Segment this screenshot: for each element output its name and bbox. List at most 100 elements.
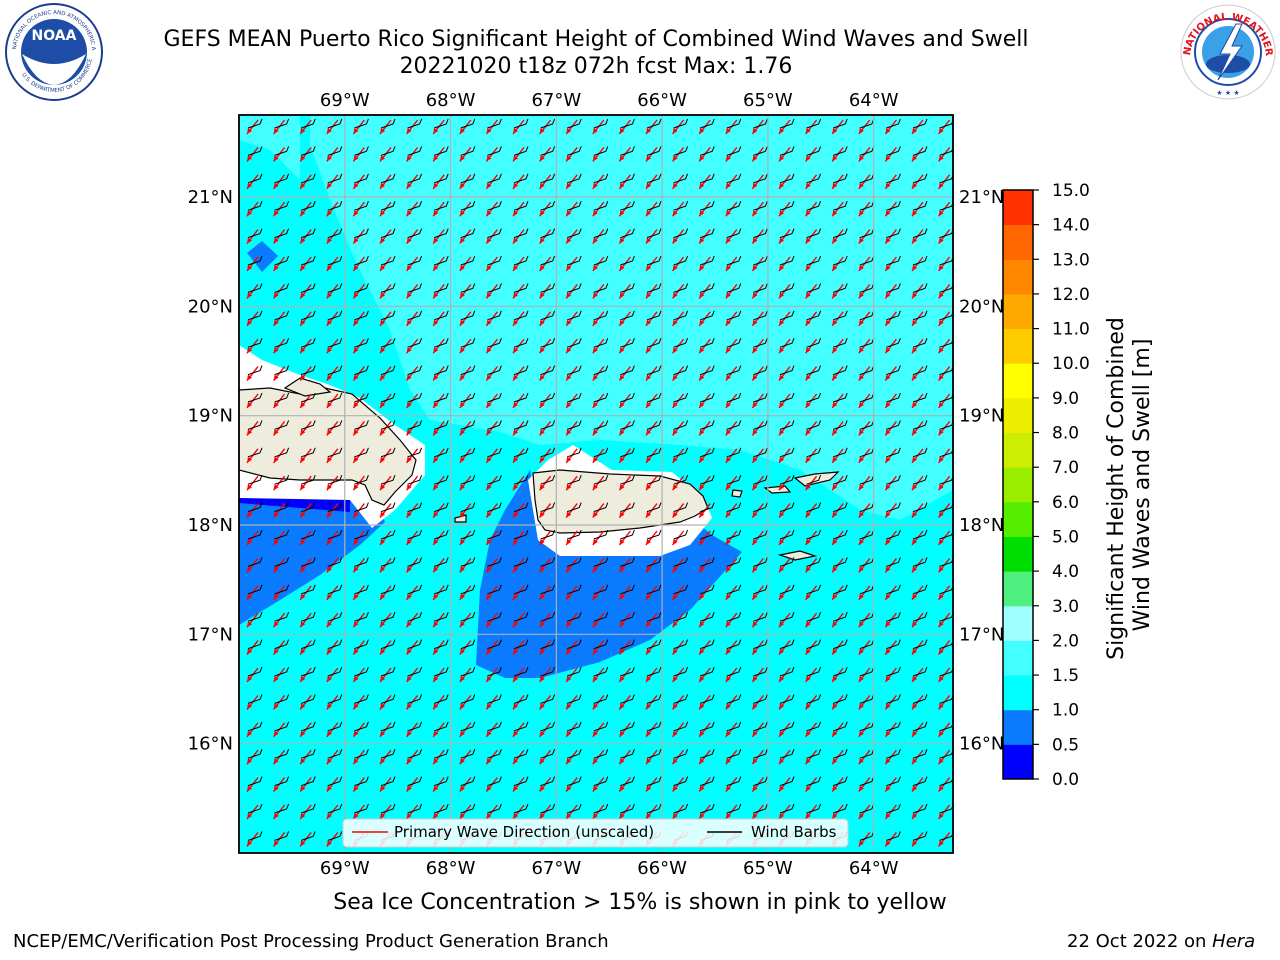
wave-vector <box>831 420 848 436</box>
wave-vector <box>406 529 423 546</box>
wave-vector <box>911 831 928 847</box>
wave-vector <box>485 721 502 738</box>
wave-vector <box>884 283 901 299</box>
wave-vector <box>592 749 609 765</box>
wave-vector <box>645 420 662 436</box>
wave-vector <box>539 584 556 601</box>
wave-vector <box>592 255 609 272</box>
wave-vector <box>406 146 423 162</box>
wave-vector <box>911 365 928 382</box>
wave-vector <box>459 639 476 656</box>
wave-vector <box>326 255 343 272</box>
wave-vector <box>406 776 423 793</box>
wave-vector <box>592 146 609 162</box>
wave-vector <box>352 201 369 217</box>
wave-vector <box>884 310 901 327</box>
wave-vector <box>672 310 689 327</box>
wave-vector <box>751 749 768 765</box>
wave-vector <box>379 365 396 382</box>
wave-vector <box>751 146 768 162</box>
wave-vector <box>831 666 848 683</box>
wave-vector <box>512 612 529 628</box>
wave-vector <box>778 283 795 299</box>
wave-vector <box>618 201 635 217</box>
wave-vector <box>273 529 290 546</box>
wave-vector <box>299 694 316 710</box>
wave-vector <box>512 557 529 573</box>
lat-label-left: 20°N <box>188 296 233 317</box>
wave-vector <box>273 639 290 656</box>
wave-vector <box>352 392 369 409</box>
colorbar-tick-label: 8.0 <box>1052 424 1079 444</box>
wave-vector <box>672 612 689 628</box>
wave-vector <box>645 475 662 491</box>
wave-vector <box>592 118 609 135</box>
lon-label-top: 69°W <box>320 90 370 111</box>
colorbar-segment <box>1003 259 1033 295</box>
wave-vector <box>432 283 449 299</box>
wave-vector <box>326 365 343 382</box>
colorbar-segment <box>1003 328 1033 364</box>
wave-vector <box>565 392 582 409</box>
wave-vector <box>911 283 928 299</box>
wave-vector <box>805 338 822 354</box>
wave-vector <box>672 776 689 793</box>
wave-vector <box>246 146 263 162</box>
wave-vector <box>326 776 343 793</box>
wave-vector <box>273 283 290 299</box>
wave-vector <box>592 228 609 245</box>
wave-vector <box>831 502 848 519</box>
wave-vector <box>725 173 742 190</box>
wave-vector <box>592 803 609 820</box>
wave-vector <box>432 118 449 135</box>
colorbar-segment <box>1003 190 1033 226</box>
wave-vector <box>618 694 635 710</box>
wave-vector <box>592 502 609 519</box>
wave-vector <box>539 173 556 190</box>
wave-vector <box>751 694 768 710</box>
wave-vector <box>299 529 316 546</box>
wave-vector <box>645 392 662 409</box>
wave-vector <box>592 721 609 738</box>
wave-vector <box>698 255 715 272</box>
wave-vector <box>751 666 768 683</box>
wave-vector <box>273 173 290 190</box>
wave-vector <box>299 612 316 628</box>
wave-vector <box>645 447 662 464</box>
wave-vector <box>751 502 768 519</box>
wave-vector <box>911 118 928 135</box>
wave-vector <box>352 502 369 519</box>
colorbar-segment <box>1003 640 1033 676</box>
wave-vector <box>512 146 529 162</box>
wave-vector <box>831 475 848 491</box>
wave-vector <box>911 666 928 683</box>
wave-vector <box>485 255 502 272</box>
wave-vector <box>645 749 662 765</box>
wave-vector <box>246 557 263 573</box>
wave-vector <box>326 557 343 573</box>
wave-vector <box>299 338 316 354</box>
wave-vector <box>672 255 689 272</box>
wave-vector <box>432 557 449 573</box>
colorbar-segment <box>1003 363 1033 399</box>
wave-vector <box>778 721 795 738</box>
wave-vector <box>831 146 848 162</box>
wave-vector <box>246 721 263 738</box>
wave-vector <box>512 255 529 272</box>
wave-vector <box>246 118 263 135</box>
wave-vector <box>299 310 316 327</box>
wave-vector <box>246 694 263 710</box>
wave-vector <box>672 475 689 491</box>
wave-vector <box>778 447 795 464</box>
wave-vector <box>352 283 369 299</box>
wave-vector <box>884 776 901 793</box>
colorbar-segment <box>1003 501 1033 537</box>
wave-vector <box>459 118 476 135</box>
wave-vector <box>273 228 290 245</box>
wave-vector <box>352 557 369 573</box>
wave-vector <box>778 365 795 382</box>
colorbar-tick-label: 15.0 <box>1052 181 1090 201</box>
colorbar-tick-label: 0.5 <box>1052 735 1079 755</box>
wave-vector <box>459 475 476 491</box>
wave-vector <box>618 475 635 491</box>
